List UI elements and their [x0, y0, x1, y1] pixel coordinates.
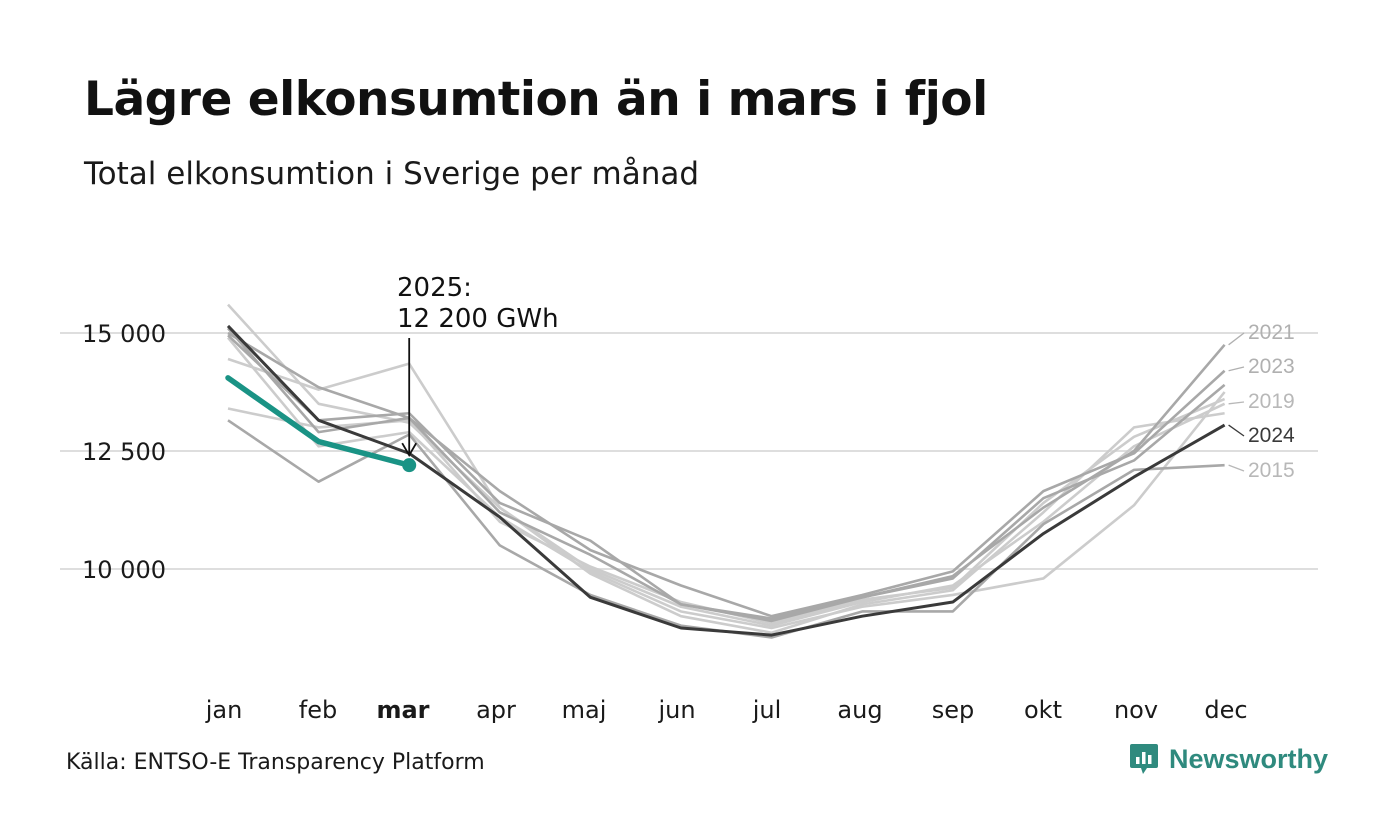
series-line-unlabeled — [227, 397, 1226, 625]
x-tick-label: sep — [932, 696, 975, 724]
series-line-2019 — [227, 303, 1226, 627]
brand-name: Newsworthy — [1168, 743, 1328, 774]
x-tick-label: aug — [837, 696, 882, 724]
label-leader-line — [1228, 366, 1245, 372]
annotation-label-year: 2025: — [397, 273, 472, 303]
highlight-series — [225, 375, 417, 473]
label-leader-line — [1228, 332, 1245, 346]
series-line-2024 — [226, 324, 1226, 637]
highlight-point — [402, 458, 417, 473]
series-label-2021: 2021 — [1248, 321, 1295, 344]
y-tick-label: 12 500 — [82, 438, 166, 466]
series-label-2019: 2019 — [1248, 390, 1295, 413]
x-tick-label: maj — [562, 696, 607, 724]
x-tick-label: jan — [205, 696, 243, 724]
series-label-2023: 2023 — [1248, 355, 1295, 378]
y-axis-tick-labels: 10 000 12 500 15 000 — [82, 320, 166, 584]
x-tick-label: apr — [476, 696, 516, 724]
series-label-2015: 2015 — [1248, 459, 1295, 482]
x-tick-label: nov — [1114, 696, 1158, 724]
series-line-unlabeled — [227, 336, 1226, 630]
series-line-2025 — [225, 375, 412, 468]
x-tick-label: jul — [752, 696, 782, 724]
chart-title: Lägre elkonsumtion än i mars i fjol — [84, 72, 988, 127]
x-tick-label: dec — [1204, 696, 1247, 724]
x-tick-label: jun — [657, 696, 695, 724]
annotation-arrowhead — [401, 442, 417, 457]
y-tick-label: 10 000 — [82, 556, 166, 584]
chart-subtitle: Total elkonsumtion i Sverige per månad — [84, 156, 700, 192]
series-line-2023 — [227, 331, 1226, 618]
annotation-label-value: 12 200 GWh — [397, 304, 559, 334]
y-tick-label: 15 000 — [82, 320, 166, 348]
series-end-labels: 2024 2021 2023 2019 2015 — [1228, 321, 1295, 482]
label-leader-line — [1228, 401, 1245, 405]
label-leader-line — [1228, 424, 1245, 437]
x-tick-label: mar — [376, 696, 429, 724]
series-line-unlabeled — [227, 327, 1226, 623]
series-label-2024: 2024 — [1248, 424, 1295, 447]
brand-logo: Newsworthy — [1129, 742, 1328, 776]
newsworthy-logo-icon — [1129, 744, 1158, 774]
annotation: 2025:12 200 GWh — [397, 273, 559, 457]
x-tick-label: feb — [299, 696, 337, 724]
source-note: Källa: ENTSO-E Transparency Platform — [66, 750, 485, 775]
series-line-2015 — [227, 419, 1225, 639]
series-lines — [226, 303, 1226, 639]
x-axis-tick-labels: jan feb mar apr maj jun jul aug sep okt nov dec — [205, 696, 1248, 724]
label-leader-line — [1228, 464, 1245, 472]
x-tick-label: okt — [1024, 696, 1062, 724]
